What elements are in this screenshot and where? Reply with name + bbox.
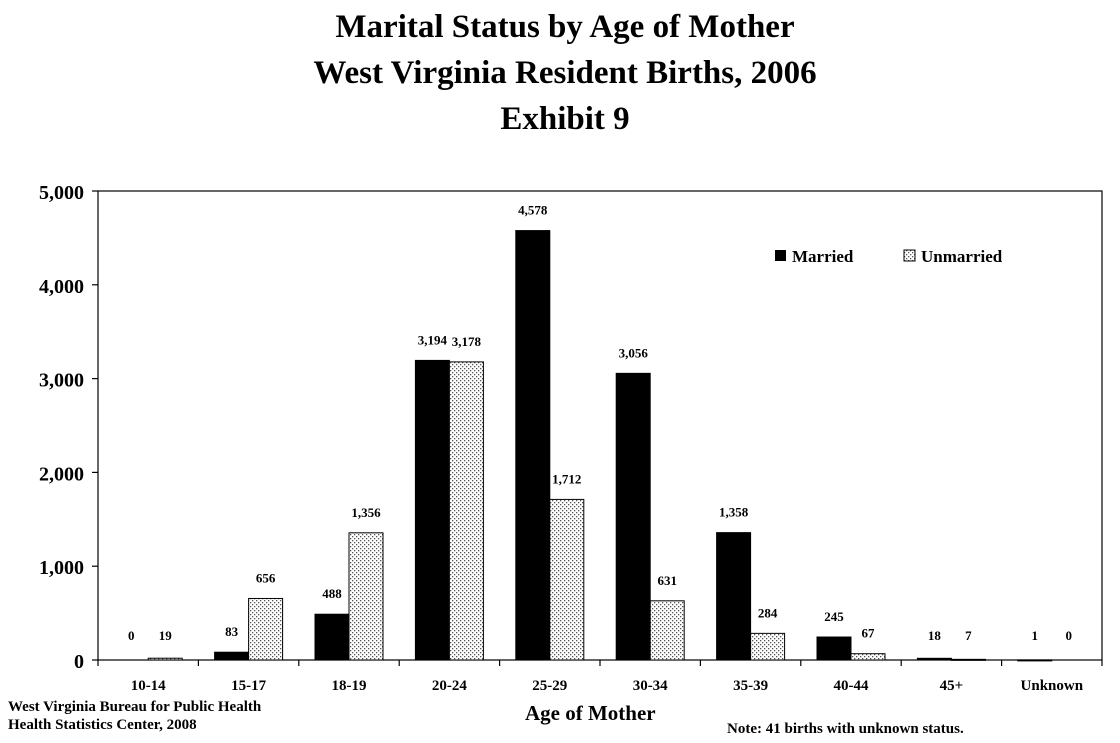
x-tick-label: 30-34 bbox=[633, 678, 668, 694]
data-label-unmarried: 19 bbox=[159, 628, 173, 643]
data-label-married: 3,056 bbox=[619, 345, 649, 360]
data-label-married: 83 bbox=[225, 624, 239, 639]
data-label-married: 488 bbox=[322, 586, 342, 601]
legend-label-married: Married bbox=[792, 247, 854, 266]
data-label-married: 3,194 bbox=[418, 332, 448, 347]
data-label-married: 0 bbox=[128, 628, 135, 643]
bar-married bbox=[615, 372, 651, 661]
x-tick-label: 35-39 bbox=[733, 678, 768, 694]
chart-title-line-1: Marital Status by Age of Mother bbox=[335, 9, 795, 45]
bar-married bbox=[916, 657, 952, 661]
chart-title-line-2: West Virginia Resident Births, 2006 bbox=[313, 55, 817, 91]
x-tick-label: 25-29 bbox=[532, 678, 567, 694]
x-tick-label: 10-14 bbox=[131, 678, 166, 694]
bar-unmarried bbox=[750, 632, 786, 661]
data-label-married: 4,578 bbox=[518, 203, 548, 218]
x-tick-label: 20-24 bbox=[432, 678, 467, 694]
bar-unmarried bbox=[448, 361, 484, 661]
footnote: Note: 41 births with unknown status. bbox=[727, 721, 964, 737]
y-tick-label: 2,000 bbox=[39, 463, 84, 485]
data-label-married: 1 bbox=[1032, 628, 1039, 643]
x-tick-label: 15-17 bbox=[231, 678, 266, 694]
bar-unmarried bbox=[649, 600, 685, 661]
bar-unmarried bbox=[147, 657, 183, 661]
y-tick-label: 5,000 bbox=[39, 182, 84, 204]
x-axis: 10-14 15-17 18-19 20-24 25-29 30-34 35-39 40-44… bbox=[97, 660, 1103, 694]
legend-label-unmarried: Unmarried bbox=[921, 247, 1003, 266]
bar-labels: 0 83 488 3,194 4,578 3,056 1,358 245 18 1 19 656 1,3… bbox=[128, 203, 1072, 643]
data-label-unmarried: 1,356 bbox=[351, 505, 381, 520]
y-tick-label: 4,000 bbox=[39, 276, 84, 298]
legend: Married Unmarried bbox=[775, 247, 1003, 266]
plot-area bbox=[97, 190, 1103, 661]
x-axis-title: Age of Mother bbox=[525, 701, 656, 725]
bar-married bbox=[1017, 659, 1053, 662]
data-label-unmarried: 3,178 bbox=[452, 334, 482, 349]
x-tick-label: 40-44 bbox=[834, 678, 869, 694]
bar-married bbox=[314, 613, 350, 661]
x-tick-label: Unknown bbox=[1021, 678, 1084, 694]
data-label-unmarried: 284 bbox=[758, 605, 778, 620]
bar-married bbox=[716, 532, 752, 661]
data-label-unmarried: 1,712 bbox=[552, 471, 581, 486]
bar-married bbox=[816, 636, 852, 661]
legend-swatch-married bbox=[775, 250, 786, 261]
y-tick-label: 1,000 bbox=[39, 557, 84, 579]
data-label-married: 1,358 bbox=[719, 505, 749, 520]
bar-unmarried bbox=[248, 597, 284, 661]
bar-married bbox=[414, 359, 450, 661]
data-label-married: 18 bbox=[928, 628, 942, 643]
source-line-1: West Virginia Bureau for Public Health bbox=[8, 699, 262, 715]
source-credit: West Virginia Bureau for Public Health H… bbox=[8, 698, 261, 734]
chart-title-line-3: Exhibit 9 bbox=[500, 101, 630, 137]
data-label-married: 245 bbox=[824, 609, 844, 624]
x-tick-label: 45+ bbox=[940, 678, 964, 694]
y-axis: 0 1,000 2,000 3,000 4,000 5,000 bbox=[39, 182, 98, 673]
source-line-2: Health Statistics Center, 2008 bbox=[8, 717, 197, 733]
bar-unmarried bbox=[850, 653, 886, 661]
y-tick-label: 0 bbox=[74, 651, 84, 673]
x-tick-label: 18-19 bbox=[332, 678, 367, 694]
y-tick-label: 3,000 bbox=[39, 370, 84, 392]
data-label-unmarried: 631 bbox=[657, 573, 677, 588]
chart-title: Marital Status by Age of Mother West Vir… bbox=[0, 4, 1120, 142]
data-label-unmarried: 7 bbox=[965, 628, 972, 643]
data-label-unmarried: 67 bbox=[862, 626, 876, 641]
bars bbox=[147, 230, 1053, 662]
bar-unmarried bbox=[348, 532, 384, 661]
data-label-unmarried: 656 bbox=[256, 570, 276, 585]
bar-married bbox=[214, 651, 250, 661]
bar-unmarried bbox=[950, 658, 986, 661]
bar-unmarried bbox=[549, 498, 585, 661]
legend-swatch-unmarried bbox=[903, 249, 916, 262]
bar-married bbox=[515, 230, 551, 661]
data-label-unmarried: 0 bbox=[1066, 628, 1073, 643]
